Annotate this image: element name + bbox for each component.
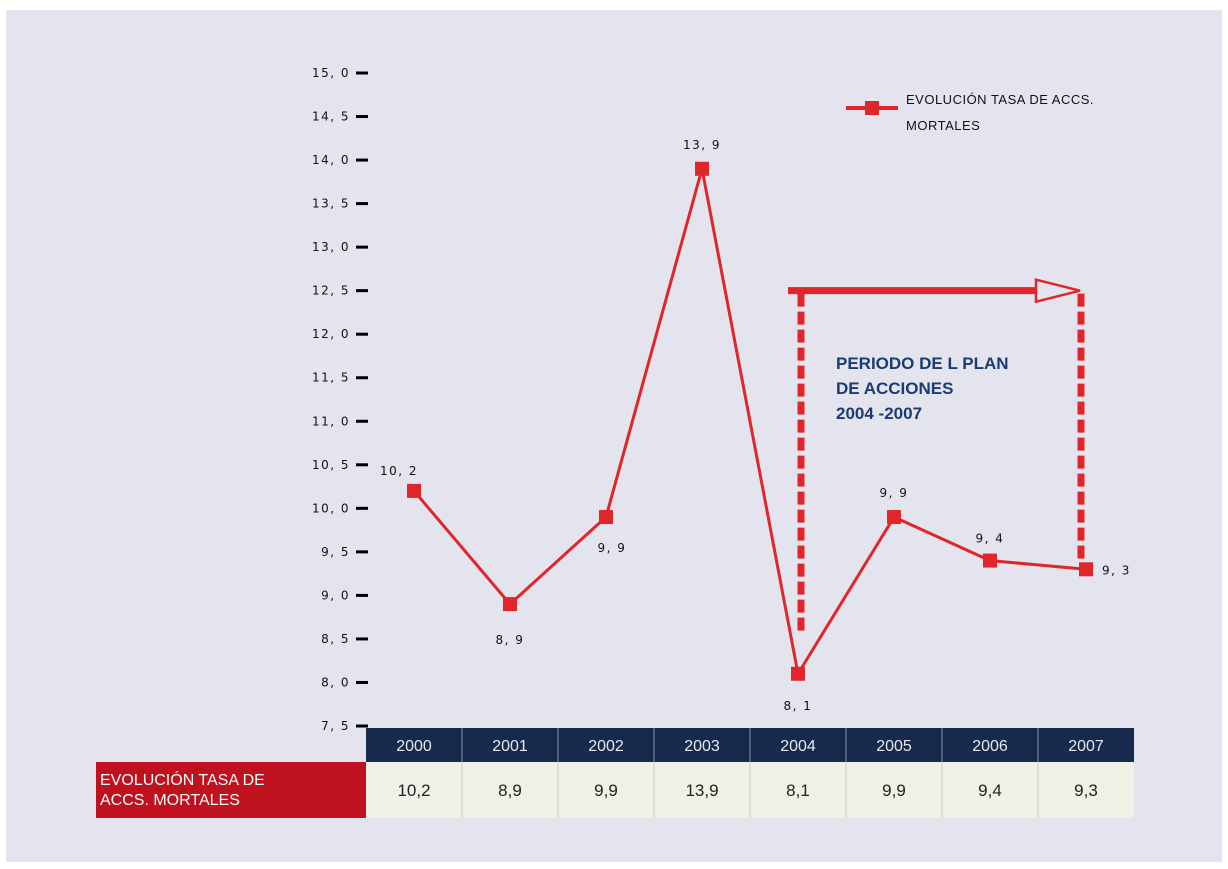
year-header-2005: 2005 xyxy=(876,738,912,755)
data-label-2001: 8, 9 xyxy=(496,633,525,647)
y-tick-label: 13, 5 xyxy=(312,197,350,211)
y-tick-label: 12, 5 xyxy=(312,284,350,298)
y-tick-label: 10, 5 xyxy=(312,458,350,472)
y-tick-label: 8, 0 xyxy=(321,675,350,689)
legend-label-line-1: EVOLUCIÓN TASA DE ACCS. xyxy=(906,92,1094,107)
data-label-2007: 9, 3 xyxy=(1102,563,1131,577)
data-point-cap-2005 xyxy=(888,511,901,524)
row-label-line-2: ACCS. MORTALES xyxy=(100,792,240,809)
year-header-2001: 2001 xyxy=(492,738,528,755)
chart-panel: 7, 5 8, 0 8, 5 9, 0 9, 5 10, 0 10, 5 11, 0 11, 5… xyxy=(6,10,1222,862)
data-label-2004: 8, 1 xyxy=(784,699,813,713)
y-axis: 7, 5 8, 0 8, 5 9, 0 9, 5 10, 0 10, 5 11, 0 11, 5… xyxy=(312,66,368,733)
data-label-2005: 9, 9 xyxy=(880,486,909,500)
y-tick-label: 13, 0 xyxy=(312,240,350,254)
y-tick-label: 10, 0 xyxy=(312,501,350,515)
value-cell-2006: 9,4 xyxy=(978,781,1002,800)
y-tick-label: 9, 0 xyxy=(321,588,350,602)
data-point-cap-2003 xyxy=(696,162,709,175)
data-point-cap-2004 xyxy=(792,667,805,680)
data-label-2006: 9, 4 xyxy=(976,532,1005,546)
year-header-2002: 2002 xyxy=(588,738,624,755)
y-tick-label: 9, 5 xyxy=(321,545,350,559)
line-chart: 7, 5 8, 0 8, 5 9, 0 9, 5 10, 0 10, 5 11, 0 11, 5… xyxy=(6,10,1222,862)
y-tick-label: 12, 0 xyxy=(312,327,350,341)
year-header-2007: 2007 xyxy=(1068,738,1104,755)
annotation-text-line-3: 2004 -2007 xyxy=(836,404,922,423)
value-cell-2005: 9,9 xyxy=(882,781,906,800)
y-tick-label: 7, 5 xyxy=(321,719,350,733)
row-label-line-1: EVOLUCIÓN TASA DE xyxy=(100,770,265,789)
annotation-text-line-2: DE ACCIONES xyxy=(836,379,953,398)
data-point-cap-2002 xyxy=(600,511,613,524)
data-label-2003: 13, 9 xyxy=(683,138,721,152)
value-cell-2004: 8,1 xyxy=(786,781,810,800)
value-cell-2002: 9,9 xyxy=(594,781,618,800)
year-header-2000: 2000 xyxy=(396,738,432,755)
data-point-cap-2000 xyxy=(408,484,421,497)
y-tick-label: 8, 5 xyxy=(321,632,350,646)
data-label-2000: 10, 2 xyxy=(380,464,418,478)
series-line xyxy=(407,162,1093,681)
annotation-text-line-1: PERIODO DE L PLAN xyxy=(836,354,1009,373)
data-label-2002: 9, 9 xyxy=(598,541,627,555)
annotation-arrow-head xyxy=(1036,280,1080,302)
data-point-cap-2001 xyxy=(504,598,517,611)
value-cell-2001: 8,9 xyxy=(498,781,522,800)
value-cell-2000: 10,2 xyxy=(397,781,430,800)
y-tick-label: 14, 5 xyxy=(312,110,350,124)
year-header-2004: 2004 xyxy=(780,738,816,755)
y-tick-label: 11, 5 xyxy=(312,371,350,385)
row-label-cell xyxy=(96,762,366,818)
year-header-2003: 2003 xyxy=(684,738,720,755)
data-labels: 10, 2 8, 9 9, 9 13, 9 8, 1 9, 9 9, 4 9, 3 xyxy=(380,138,1131,713)
value-cell-2003: 13,9 xyxy=(685,781,718,800)
plan-period-annotation: PERIODO DE L PLAN DE ACCIONES 2004 -2007 xyxy=(788,280,1081,634)
data-point-cap-2007 xyxy=(1080,563,1093,576)
legend-label-line-2: MORTALES xyxy=(906,118,980,133)
value-cell-2007: 9,3 xyxy=(1074,781,1098,800)
y-tick-label: 14, 0 xyxy=(312,153,350,167)
legend-swatch-marker xyxy=(865,101,879,115)
data-table: 2000 10,2 2001 8,9 2002 9,9 2003 13,9 2004 8,1 200… xyxy=(96,728,1134,818)
y-tick-label: 11, 0 xyxy=(312,414,350,428)
data-point-cap-2006 xyxy=(984,554,997,567)
year-header-2006: 2006 xyxy=(972,738,1008,755)
y-tick-label: 15, 0 xyxy=(312,66,350,80)
legend: EVOLUCIÓN TASA DE ACCS. MORTALES xyxy=(846,92,1094,133)
